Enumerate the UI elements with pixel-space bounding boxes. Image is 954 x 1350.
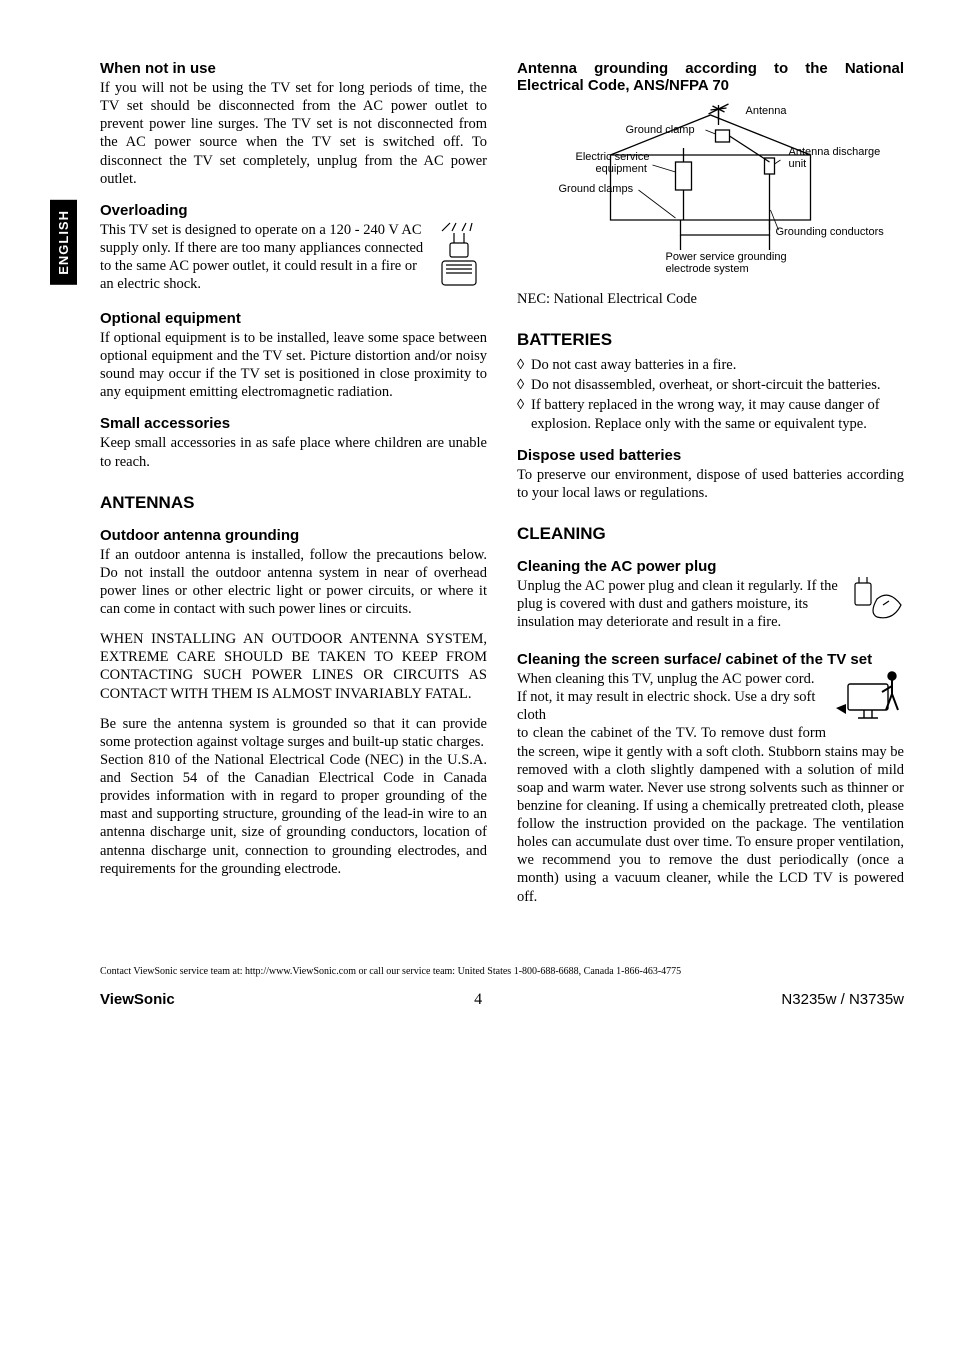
batteries-list: ◊Do not cast away batteries in a fire. ◊… xyxy=(517,356,904,433)
footer-page-number: 4 xyxy=(474,991,482,1009)
plug-clean-icon xyxy=(849,577,904,637)
content-columns: When not in use If you will not be using… xyxy=(100,60,904,906)
para-when-not-in-use: If you will not be using the TV set for … xyxy=(100,79,487,188)
para-overloading-text: This TV set is designed to operate on a … xyxy=(100,222,423,292)
nec-note: NEC: National Electrical Code xyxy=(517,290,904,308)
para-outdoor-2: WHEN INSTALLING AN OUTDOOR ANTENNA SYSTE… xyxy=(100,630,487,703)
heading-screen-clean: Cleaning the screen surface/ cabinet of … xyxy=(517,651,904,668)
heading-small-accessories: Small accessories xyxy=(100,415,487,432)
bullet-text: Do not cast away batteries in a fire. xyxy=(531,356,736,374)
para-optional: If optional equipment is to be installed… xyxy=(100,329,487,402)
heading-optional: Optional equipment xyxy=(100,310,487,327)
section-batteries: BATTERIES xyxy=(517,330,904,350)
para-screen-clean-2: to clean the cabinet of the TV. To remov… xyxy=(517,724,904,905)
diagram-label-discharge-1: Antenna discharge xyxy=(789,146,881,158)
overloading-icon xyxy=(432,221,487,296)
diagram-label-electric-service-2: equipment xyxy=(596,163,647,175)
para-ac-plug: Unplug the AC power plug and clean it re… xyxy=(517,577,904,631)
list-item: ◊Do not cast away batteries in a fire. xyxy=(517,356,904,374)
diagram-label-antenna: Antenna xyxy=(746,105,788,117)
para-outdoor-1: If an outdoor antenna is installed, foll… xyxy=(100,546,487,619)
list-item: ◊Do not disassembled, overheat, or short… xyxy=(517,376,904,394)
heading-antenna-grounding: Antenna grounding according to the Natio… xyxy=(517,60,904,94)
footer-row: ViewSonic 4 N3235w / N3735w xyxy=(100,991,904,1009)
heading-dispose: Dispose used batteries xyxy=(517,447,904,464)
heading-ac-plug: Cleaning the AC power plug xyxy=(517,558,904,575)
heading-overloading: Overloading xyxy=(100,202,487,219)
para-screen-clean-1: When cleaning this TV, unplug the AC pow… xyxy=(517,670,904,724)
left-column: When not in use If you will not be using… xyxy=(100,60,487,906)
heading-when-not-in-use: When not in use xyxy=(100,60,487,77)
diagram-label-grounding-conductors: Grounding conductors xyxy=(776,226,885,238)
right-column: Antenna grounding according to the Natio… xyxy=(517,60,904,906)
list-item: ◊If battery replaced in the wrong way, i… xyxy=(517,396,904,432)
bullet-text: If battery replaced in the wrong way, it… xyxy=(531,396,904,432)
diagram-label-power-service-2: electrode system xyxy=(666,263,749,275)
heading-outdoor-antenna: Outdoor antenna grounding xyxy=(100,527,487,544)
footer-brand: ViewSonic xyxy=(100,991,175,1009)
para-small-accessories: Keep small accessories in as safe place … xyxy=(100,434,487,470)
footer-contact: Contact ViewSonic service team at: http:… xyxy=(100,966,904,977)
diagram-label-ground-clamps: Ground clamps xyxy=(559,183,634,195)
para-screen-clean-1-text: When cleaning this TV, unplug the AC pow… xyxy=(517,671,815,723)
diagram-label-discharge-2: unit xyxy=(789,158,807,170)
para-dispose: To preserve our environment, dispose of … xyxy=(517,466,904,502)
diagram-label-ground-clamp: Ground clamp xyxy=(626,124,695,136)
footer-model: N3235w / N3735w xyxy=(781,991,904,1009)
section-antennas: ANTENNAS xyxy=(100,493,487,513)
section-cleaning: CLEANING xyxy=(517,524,904,544)
para-outdoor-4: Section 810 of the National Electrical C… xyxy=(100,751,487,878)
para-ac-plug-text: Unplug the AC power plug and clean it re… xyxy=(517,578,838,630)
bullet-text: Do not disassembled, overheat, or short-… xyxy=(531,376,881,394)
tv-clean-icon xyxy=(834,670,904,730)
language-tab: ENGLISH xyxy=(50,200,77,285)
para-overloading: This TV set is designed to operate on a … xyxy=(100,221,487,294)
diagram-label-power-service-1: Power service grounding xyxy=(666,251,787,263)
antenna-grounding-diagram: Antenna Ground clamp Electric service eq… xyxy=(517,100,904,290)
para-outdoor-3: Be sure the antenna system is grounded s… xyxy=(100,715,487,751)
diagram-label-electric-service-1: Electric service xyxy=(576,151,650,163)
